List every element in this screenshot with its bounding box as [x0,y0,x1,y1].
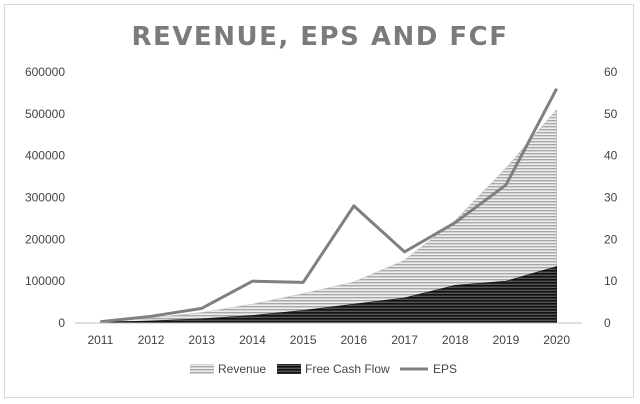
x-tick-label: 2017 [391,333,418,347]
right-tick-label: 10 [604,274,618,288]
right-axis: 0 10 20 30 40 50 60 [604,65,618,330]
legend-revenue-swatch [190,364,214,374]
left-tick-label: 400000 [25,149,65,163]
fcf-area [100,266,557,324]
left-tick-label: 200000 [25,232,65,246]
left-axis: 0 100000 200000 300000 400000 500000 600000 [25,65,65,330]
plot-lines [100,88,558,324]
plot-areas [100,108,557,324]
x-tick-label: 2011 [87,333,113,347]
legend: Revenue Free Cash Flow EPS [190,362,457,376]
right-tick-label: 40 [604,149,618,163]
x-tick-label: 2015 [290,333,317,347]
left-tick-label: 300000 [25,191,65,205]
legend-fcf-label: Free Cash Flow [305,362,390,376]
x-tick-label: 2020 [543,333,570,347]
right-tick-label: 50 [604,107,618,121]
right-tick-label: 60 [604,65,618,79]
x-tick-label: 2016 [340,333,367,347]
x-tick-label: 2018 [442,333,469,347]
left-tick-label: 600000 [25,65,65,79]
legend-eps-label: EPS [433,362,457,376]
x-tick-label: 2012 [138,333,165,347]
chart-title: REVENUE, EPS AND FCF [131,22,509,52]
revenue-area [100,108,557,324]
eps-line [100,88,558,324]
x-tick-label: 2014 [239,333,266,347]
legend-revenue-label: Revenue [218,362,266,376]
left-tick-label: 100000 [25,274,65,288]
x-axis: 2011 2012 2013 2014 2015 2016 2017 2018 2019 2020 [75,322,582,347]
left-tick-label: 0 [58,316,65,330]
right-tick-label: 30 [604,191,618,205]
legend-fcf-swatch [277,364,301,374]
left-tick-label: 500000 [25,107,65,121]
x-tick-label: 2013 [188,333,215,347]
x-tick-label: 2019 [493,333,520,347]
right-tick-label: 0 [604,316,611,330]
right-tick-label: 20 [604,232,618,246]
